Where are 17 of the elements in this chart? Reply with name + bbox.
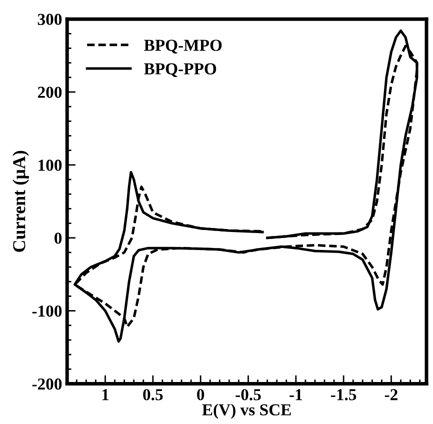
x-tick-label: 0 (197, 389, 204, 400)
y-tick-label: 100 (38, 160, 62, 171)
y-tick-label: 200 (38, 86, 62, 98)
y-axis-title: Current (μA) (12, 150, 29, 252)
x-tick-label: -2 (384, 389, 398, 400)
x-axis-title: E(V) vs SCE (202, 404, 291, 419)
y-tick-label: 0 (54, 232, 62, 244)
y-tick-label: -200 (32, 378, 62, 390)
x-tick-label: -1.5 (330, 389, 356, 400)
x-tick-label: -1 (290, 389, 302, 400)
legend-label: BPQ-PPO (144, 63, 216, 77)
y-tick-label: 300 (38, 14, 62, 26)
x-tick-label: 0.5 (143, 389, 163, 400)
x-tick-label: 1 (102, 389, 109, 400)
y-tick-label: -100 (32, 305, 62, 317)
x-tick-label: -0.5 (236, 389, 261, 400)
legend-label: BPQ-MPO (144, 40, 222, 54)
